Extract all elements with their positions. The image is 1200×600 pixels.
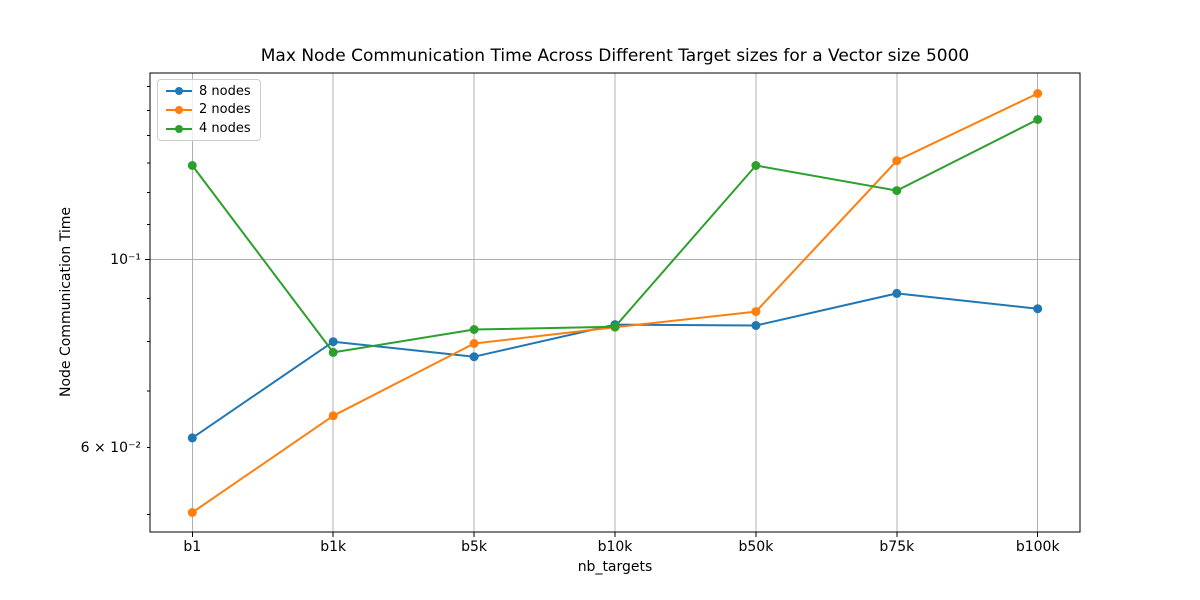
legend-label: 8 nodes xyxy=(199,83,251,99)
marker-2-nodes-b1 xyxy=(187,508,197,517)
marker-8-nodes-b100k xyxy=(1033,304,1043,314)
x-tick-label-b1k: b1k xyxy=(320,539,347,555)
marker-8-nodes-b50k xyxy=(751,321,761,330)
legend-entry-4-nodes: 4 nodes xyxy=(166,121,252,136)
x-tick-label-b100k: b100k xyxy=(1015,539,1060,555)
marker-2-nodes-b5k xyxy=(469,339,479,348)
marker-2-nodes-b1k xyxy=(328,411,338,421)
chart-title: Max Node Communication Time Across Diffe… xyxy=(260,46,970,66)
marker-4-nodes-b100k xyxy=(1033,115,1043,124)
legend-entry-2-nodes: 2 nodes xyxy=(166,102,252,117)
marker-4-nodes-b50k xyxy=(751,161,761,170)
legend-marker-icon xyxy=(166,105,192,115)
marker-2-nodes-b50k xyxy=(751,307,761,317)
marker-4-nodes-b1 xyxy=(187,161,197,170)
legend-marker-icon xyxy=(166,86,192,96)
legend-label: 2 nodes xyxy=(199,102,251,118)
x-tick-label-b75k: b75k xyxy=(879,539,915,555)
legend-entry-8-nodes: 8 nodes xyxy=(166,84,252,99)
marker-4-nodes-b75k xyxy=(892,186,902,196)
legend-marker-icon xyxy=(166,124,192,134)
marker-4-nodes-b10k xyxy=(610,322,620,332)
marker-8-nodes-b1k xyxy=(328,337,338,347)
legend-label: 4 nodes xyxy=(199,121,251,137)
marker-2-nodes-b75k xyxy=(892,156,902,166)
x-tick-label-b50k: b50k xyxy=(738,539,774,555)
legend: 8 nodes 2 nodes 4 nodes xyxy=(157,79,261,141)
marker-2-nodes-b100k xyxy=(1033,89,1043,98)
marker-8-nodes-b5k xyxy=(469,352,479,362)
x-tick-label-b1: b1 xyxy=(183,539,202,555)
x-tick-label-b10k: b10k xyxy=(597,539,633,555)
y-tick-label: 10⁻¹ xyxy=(110,251,141,268)
marker-4-nodes-b1k xyxy=(328,347,338,357)
y-axis-label: Node Communication Time xyxy=(58,206,74,398)
marker-8-nodes-b1 xyxy=(187,433,197,443)
x-axis-label: nb_targets xyxy=(577,559,653,575)
marker-4-nodes-b5k xyxy=(469,325,479,334)
y-tick-label: 6 × 10⁻² xyxy=(80,439,141,456)
x-tick-label-b5k: b5k xyxy=(461,539,488,555)
marker-8-nodes-b75k xyxy=(892,288,902,298)
